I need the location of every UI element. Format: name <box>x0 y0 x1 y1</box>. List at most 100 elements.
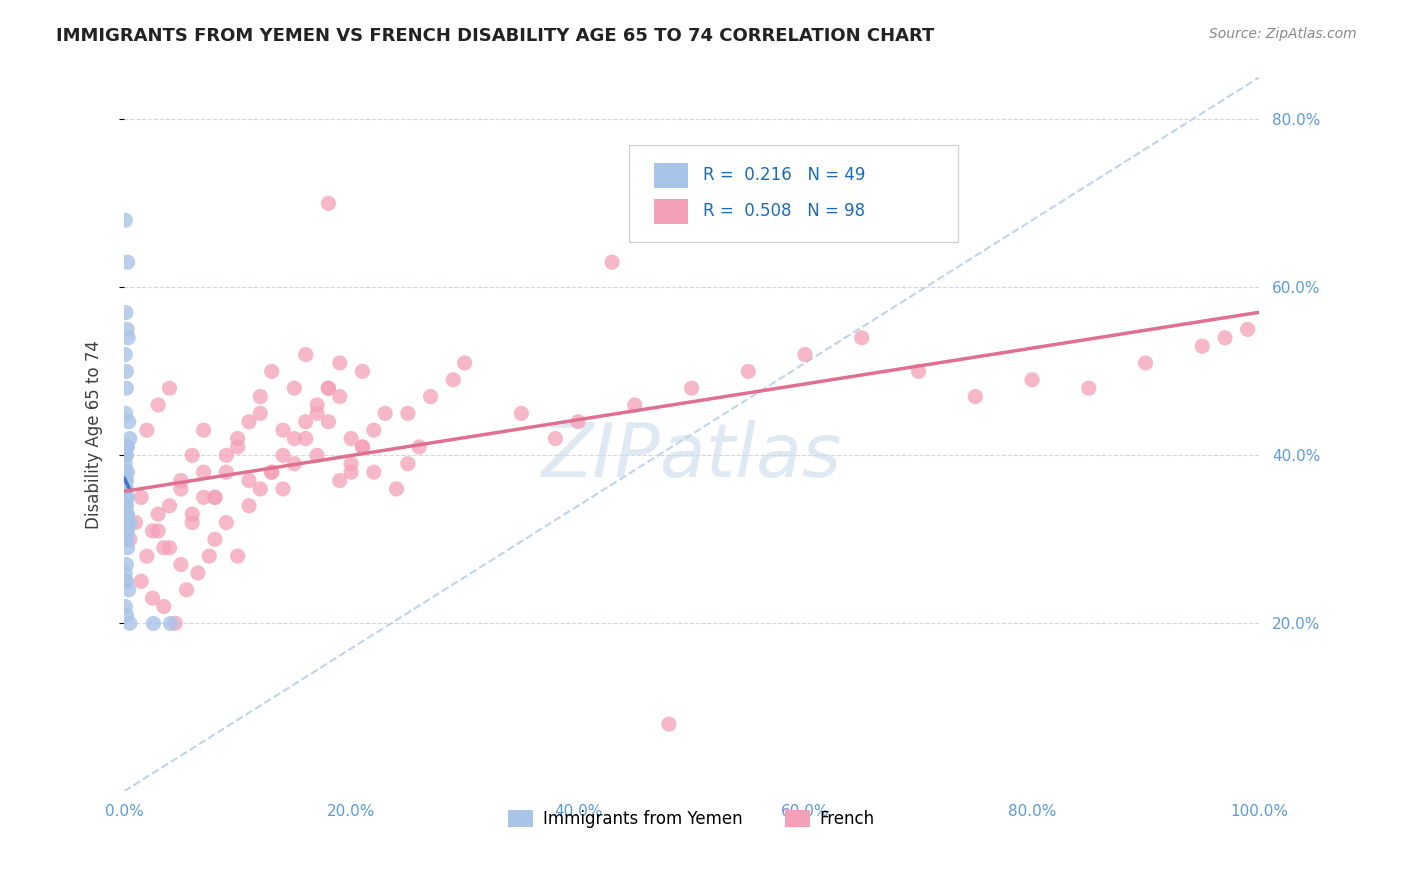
Point <box>204 491 226 505</box>
Point <box>283 381 305 395</box>
Point <box>181 448 204 462</box>
Point <box>114 524 136 538</box>
Point <box>115 448 138 462</box>
Point <box>117 507 139 521</box>
Point <box>396 406 419 420</box>
Point <box>340 457 363 471</box>
Point <box>114 566 136 580</box>
Point <box>318 196 340 211</box>
Point <box>176 582 198 597</box>
Point <box>118 516 141 530</box>
Point <box>1077 381 1099 395</box>
Point <box>1021 373 1043 387</box>
Point <box>510 406 533 420</box>
Point <box>271 482 294 496</box>
Point <box>329 356 352 370</box>
Point <box>159 616 181 631</box>
Point <box>114 491 136 505</box>
Point <box>114 305 136 319</box>
Point <box>271 423 294 437</box>
Point <box>115 482 138 496</box>
Point <box>115 507 138 521</box>
Point <box>283 432 305 446</box>
Point <box>148 507 170 521</box>
Point <box>352 440 374 454</box>
Point <box>115 440 138 454</box>
Point <box>181 516 204 530</box>
Point <box>453 356 475 370</box>
Point <box>340 432 363 446</box>
Point <box>129 491 152 505</box>
Point <box>307 398 329 412</box>
Point <box>307 448 329 462</box>
Point <box>363 423 385 437</box>
Legend: Immigrants from Yemen, French: Immigrants from Yemen, French <box>502 803 882 834</box>
Point <box>965 390 987 404</box>
Point <box>851 331 873 345</box>
Point <box>141 616 163 631</box>
Point <box>114 599 136 614</box>
Point <box>141 524 163 538</box>
Point <box>170 474 193 488</box>
Point <box>249 406 271 420</box>
Point <box>118 616 141 631</box>
Point <box>115 533 138 547</box>
Point <box>114 448 136 462</box>
Point <box>658 717 681 731</box>
Point <box>159 381 181 395</box>
Point <box>135 423 157 437</box>
Point <box>1236 322 1258 336</box>
Point <box>374 406 396 420</box>
Point <box>193 465 215 479</box>
Point <box>170 482 193 496</box>
Point <box>124 516 146 530</box>
Point <box>419 390 441 404</box>
Point <box>115 364 138 378</box>
Point <box>153 599 176 614</box>
Point <box>129 574 152 589</box>
Point <box>238 474 260 488</box>
Point <box>329 390 352 404</box>
Point <box>115 474 138 488</box>
Point <box>114 406 136 420</box>
Point <box>907 364 929 378</box>
Point <box>1191 339 1213 353</box>
FancyBboxPatch shape <box>654 199 688 225</box>
Point <box>329 474 352 488</box>
Point <box>115 322 138 336</box>
Point <box>141 591 163 606</box>
Point <box>271 448 294 462</box>
Point <box>226 432 249 446</box>
Point <box>148 398 170 412</box>
Point <box>193 423 215 437</box>
Point <box>340 465 363 479</box>
Point <box>318 381 340 395</box>
Point <box>385 482 408 496</box>
Point <box>294 415 316 429</box>
Point <box>193 491 215 505</box>
Point <box>408 440 430 454</box>
Point <box>115 574 138 589</box>
Point <box>737 364 759 378</box>
Point <box>118 582 141 597</box>
Point <box>118 533 141 547</box>
Point <box>159 541 181 555</box>
Text: ZIPatlas: ZIPatlas <box>541 420 842 491</box>
Y-axis label: Disability Age 65 to 74: Disability Age 65 to 74 <box>86 340 103 529</box>
Point <box>238 415 260 429</box>
Point <box>114 574 136 589</box>
Point <box>165 616 187 631</box>
Point <box>115 499 138 513</box>
Point <box>117 331 139 345</box>
Point <box>260 465 283 479</box>
Point <box>114 482 136 496</box>
Point <box>115 533 138 547</box>
Point <box>117 465 139 479</box>
Point <box>114 533 136 547</box>
Text: IMMIGRANTS FROM YEMEN VS FRENCH DISABILITY AGE 65 TO 74 CORRELATION CHART: IMMIGRANTS FROM YEMEN VS FRENCH DISABILI… <box>56 27 935 45</box>
Point <box>215 465 238 479</box>
Point <box>567 415 589 429</box>
Point <box>170 558 193 572</box>
Point <box>117 524 139 538</box>
Point <box>226 440 249 454</box>
